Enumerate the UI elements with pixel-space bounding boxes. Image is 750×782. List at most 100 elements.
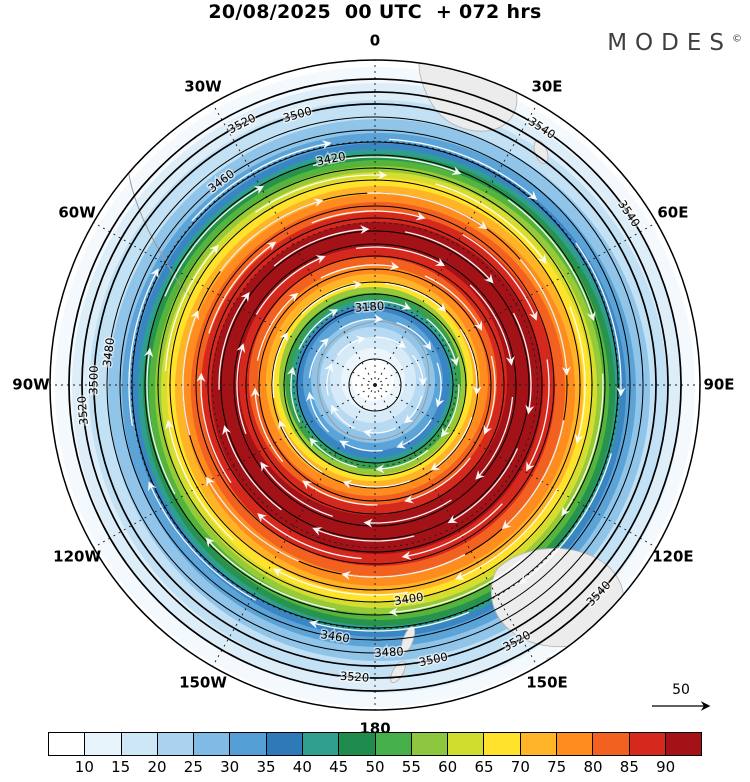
- colorbar-cell: [593, 733, 630, 755]
- streamline-arrow: [308, 337, 329, 378]
- streamline-arrow: [272, 331, 288, 398]
- colorbar-cell: [339, 733, 376, 755]
- colorbar-cell: [302, 733, 340, 755]
- streamline-arrow: [519, 258, 571, 376]
- streamline-arrow: [384, 282, 447, 312]
- contour-label: 3460: [320, 627, 351, 645]
- streamline-arrow: [278, 419, 323, 473]
- meridian-line: [93, 384, 376, 548]
- height-contour: [131, 141, 619, 629]
- streamline-arrow: [206, 476, 299, 562]
- colorbar-tick: 90: [656, 758, 676, 776]
- height-contour: [106, 116, 644, 654]
- colorbar-tick: 60: [438, 758, 458, 776]
- colorbar-cell: [448, 733, 485, 755]
- colorbar-tick: 40: [292, 758, 312, 776]
- streamline-arrow: [250, 387, 284, 463]
- streamline-arrow: [519, 453, 612, 585]
- colorbar-tick: 45: [329, 758, 349, 776]
- streamline-arrow: [363, 499, 452, 528]
- longitude-label: 60W: [58, 204, 96, 222]
- streamline-arrow: [196, 372, 232, 484]
- colorbar-cell: [194, 733, 231, 755]
- streamline-arrow: [375, 449, 429, 474]
- map-boundary-circle: [49, 59, 701, 711]
- streamline-arrow: [341, 553, 466, 581]
- streamline-arrow: [355, 300, 412, 310]
- meridian-line: [212, 384, 376, 667]
- streamline-arrow: [507, 199, 596, 322]
- streamline-arrow: [182, 310, 199, 436]
- streamline-arrow: [342, 480, 411, 489]
- streamline-arrow: [447, 448, 519, 524]
- colorbar-cell: [49, 733, 86, 755]
- modes-logo-text: MODES: [607, 30, 732, 56]
- height-contour: [68, 78, 682, 692]
- contour-label: 3500: [86, 365, 101, 395]
- longitude-label: 150W: [179, 673, 227, 691]
- colorbar-ticks: 10 15 20 25 30 35 40 45 50 55 60 65 70 75 80 85 90: [48, 756, 702, 778]
- streamline-arrow: [222, 425, 282, 511]
- streamline-arrow: [309, 437, 358, 468]
- colorbar-cells: [48, 732, 702, 756]
- streamline-arrow: [339, 314, 384, 330]
- streamline-arrow: [165, 419, 234, 541]
- meridian-line: [374, 103, 538, 386]
- streamline-arrow: [462, 233, 538, 321]
- colorbar-tick: 55: [401, 758, 421, 776]
- streamline-arrow: [306, 391, 330, 433]
- colorbar-cell: [230, 733, 267, 755]
- height-contour: [169, 179, 581, 591]
- streamline-arrow: [404, 231, 494, 284]
- colorbar-tick: 50: [365, 758, 385, 776]
- streamline-arrow: [388, 555, 527, 617]
- streamline-arrow: [455, 488, 559, 580]
- streamline-arrow: [339, 440, 383, 452]
- modes-logo: MODES©: [607, 30, 742, 56]
- longitude-label: 150E: [526, 673, 568, 691]
- longitude-label: 0: [370, 32, 380, 50]
- height-contour: [81, 91, 669, 679]
- streamline-arrow: [374, 336, 407, 349]
- height-contour: [119, 129, 631, 641]
- longitude-label: 90E: [703, 376, 734, 394]
- streamline-arrow: [401, 503, 503, 560]
- streamline-arrow: [501, 420, 565, 530]
- height-contour: [348, 358, 402, 412]
- streamline-arrow: [575, 242, 626, 397]
- streamline-arrow: [430, 416, 473, 471]
- colorbar-tick: 25: [183, 758, 203, 776]
- contour-label: 3480: [100, 337, 117, 368]
- modes-logo-copyright: ©: [732, 33, 742, 45]
- coastline-antarctica: [317, 321, 430, 441]
- streamline-arrow: [128, 268, 159, 427]
- colorbar-cell: [411, 733, 449, 755]
- streamline-arrow: [475, 396, 514, 480]
- meridian-line: [374, 384, 657, 548]
- streamline-arrow: [311, 210, 426, 224]
- colorbar-tick: 20: [147, 758, 167, 776]
- colorbar-cell: [665, 733, 702, 755]
- streamline-arrow: [512, 312, 535, 415]
- streamline-arrow: [255, 255, 326, 315]
- streamline-arrow: [320, 261, 400, 279]
- longitude-label: 60E: [657, 204, 688, 222]
- contour-label: 3520: [340, 669, 370, 685]
- height-contour: [207, 217, 543, 553]
- streamline-arrow: [164, 244, 219, 371]
- colorbar-tick: 30: [220, 758, 240, 776]
- geopotential-height-contours: [68, 78, 682, 692]
- latitude-circle: [293, 303, 457, 467]
- streamline-arrow: [257, 513, 362, 560]
- streamline-arrow: [404, 457, 471, 504]
- streamline-arrow: [273, 224, 370, 267]
- colorbar-tick: 70: [510, 758, 530, 776]
- streamline-arrow: [561, 373, 604, 517]
- colorbar-cell: [629, 733, 666, 755]
- streamline-arrow: [363, 427, 397, 438]
- streamline-arrow: [255, 170, 388, 213]
- height-contour: [195, 205, 555, 565]
- streamline-arrow: [440, 384, 460, 438]
- streamline-arrow: [191, 140, 332, 222]
